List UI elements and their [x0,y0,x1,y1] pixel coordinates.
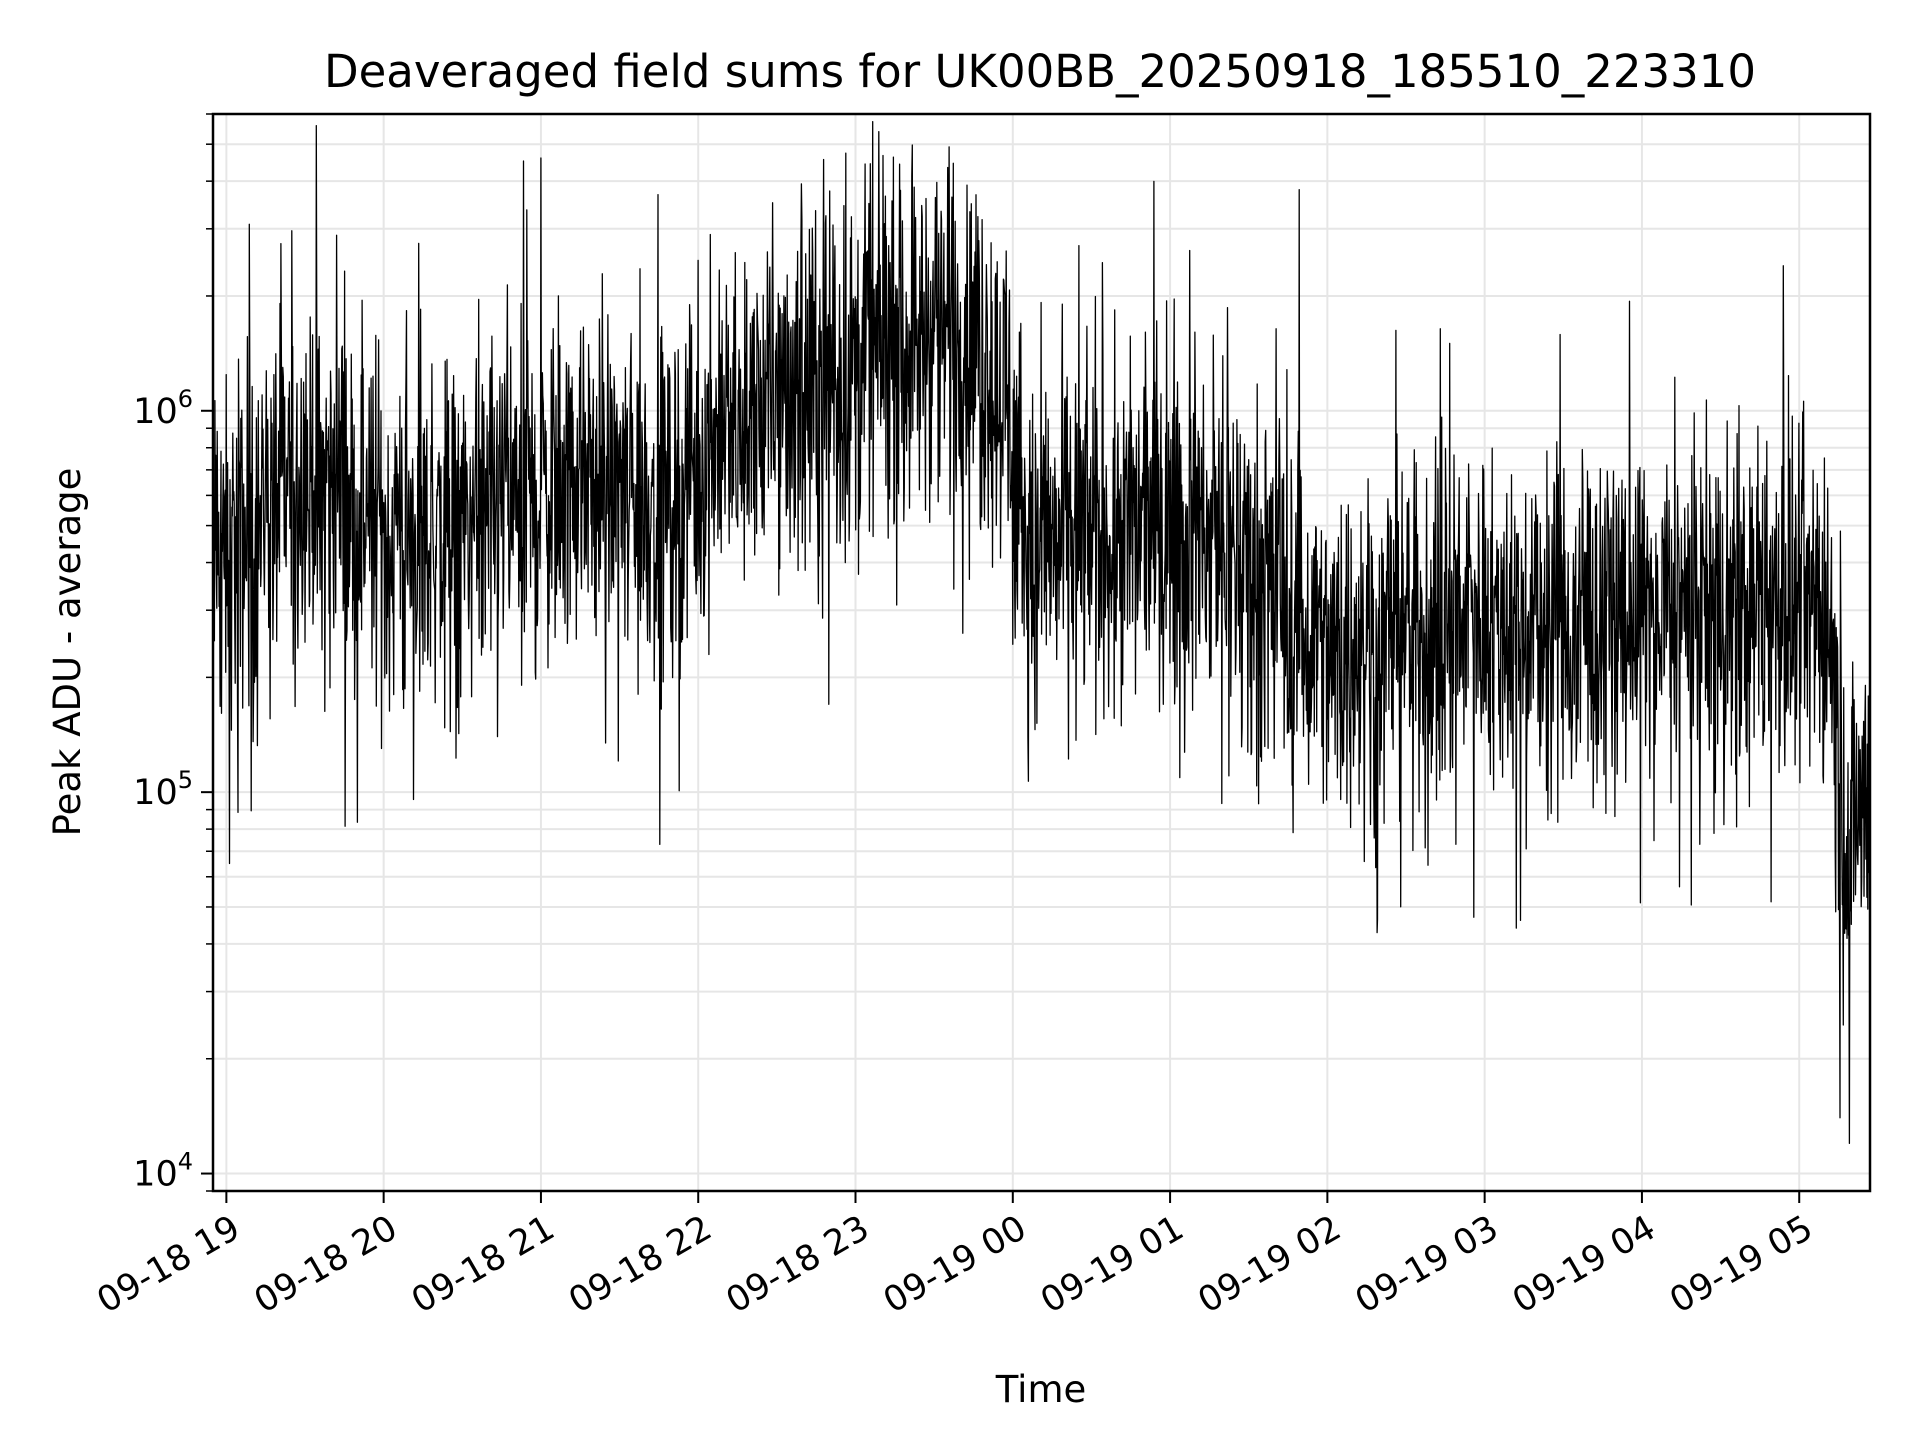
series-line [212,120,1871,1145]
y-tick-label: 106 [133,385,193,432]
chart-title: Deaveraged field sums for UK00BB_2025091… [324,45,1756,98]
y-axis-label: Peak ADU - average [46,468,89,837]
y-tick-label: 104 [133,1148,193,1195]
y-tick-label: 105 [133,766,193,813]
data-series [212,120,1871,1145]
x-axis-label: Time [995,1368,1087,1411]
plot-frame [211,112,1872,1193]
